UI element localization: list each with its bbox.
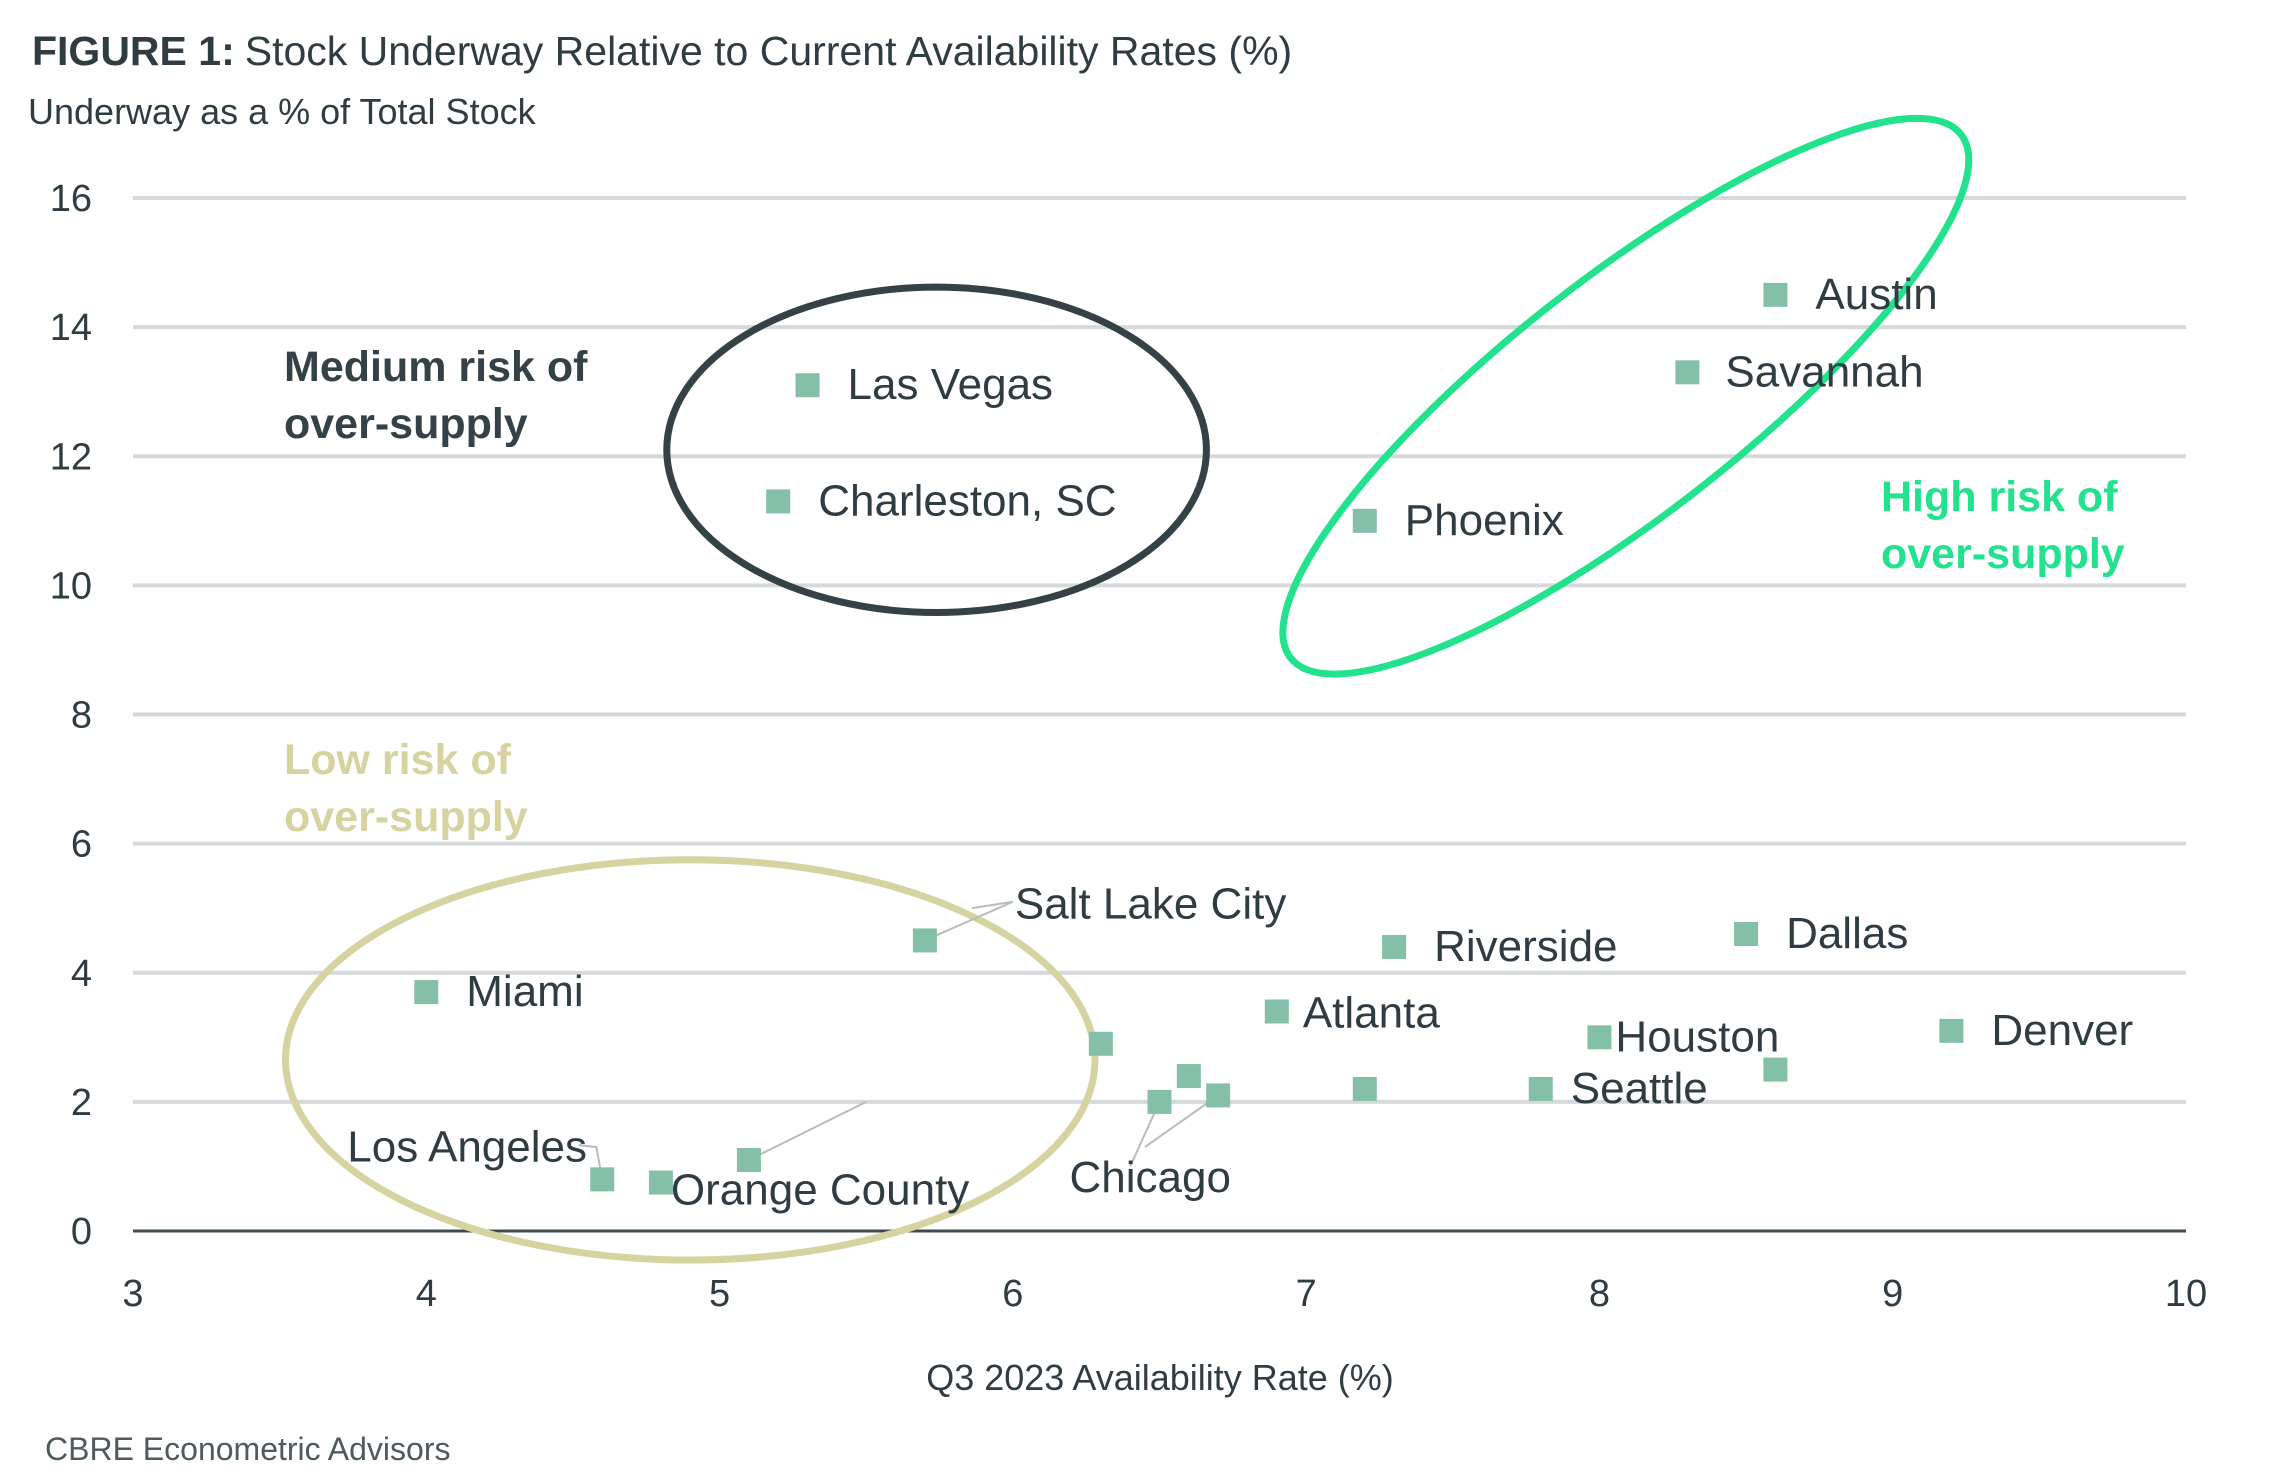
y-tick-label: 14 xyxy=(50,307,92,349)
y-tick-label: 16 xyxy=(50,178,92,220)
point-label-miami: Miami xyxy=(466,967,583,1016)
x-tick-label: 5 xyxy=(709,1273,730,1315)
point-unlabeled xyxy=(1206,1083,1231,1108)
point-los-angeles xyxy=(590,1167,615,1192)
point-dallas xyxy=(1734,922,1759,947)
point-unlabeled xyxy=(1352,1076,1377,1101)
point-label-orange-county: Orange County xyxy=(671,1166,969,1215)
point-label-atlanta: Atlanta xyxy=(1303,988,1441,1037)
gridlines xyxy=(133,196,2186,1233)
point-label-denver: Denver xyxy=(1991,1006,2133,1055)
point-denver xyxy=(1939,1018,1964,1043)
risk-label-line: over-supply xyxy=(284,793,528,841)
risk-label-line: Medium risk of xyxy=(284,343,588,391)
point-label-austin: Austin xyxy=(1815,270,1937,319)
point-austin xyxy=(1763,282,1788,307)
x-tick-label: 10 xyxy=(2165,1273,2207,1315)
leader-lines xyxy=(578,900,1219,1180)
x-tick-label: 4 xyxy=(416,1273,437,1315)
point-unlabeled xyxy=(1176,1064,1201,1089)
x-tick-label: 9 xyxy=(1882,1273,1903,1315)
point-label-las-vegas: Las Vegas xyxy=(848,360,1054,409)
high-risk-ellipse xyxy=(1279,114,1973,678)
point-unlabeled xyxy=(736,1147,761,1172)
y-axis-ticks: 0 2 4 6 8 10 12 14 16 xyxy=(50,178,92,1253)
point-label-charleston-sc: Charleston, SC xyxy=(818,476,1116,525)
x-tick-label: 7 xyxy=(1296,1273,1317,1315)
point-unlabeled xyxy=(1088,1031,1113,1056)
point-label-salt-lake-city: Salt Lake City xyxy=(1015,879,1286,928)
y-tick-label: 0 xyxy=(71,1211,92,1253)
x-tick-label: 8 xyxy=(1589,1273,1610,1315)
figure-title: Stock Underway Relative to Current Avail… xyxy=(245,28,1292,74)
y-tick-label: 10 xyxy=(50,565,92,607)
point-label-riverside: Riverside xyxy=(1434,922,1617,971)
point-las-vegas xyxy=(795,373,820,398)
point-chicago xyxy=(1147,1089,1172,1114)
point-riverside xyxy=(1382,934,1407,959)
source-note: CBRE Econometric Advisors xyxy=(45,1431,450,1467)
y-tick-label: 12 xyxy=(50,436,92,478)
leader-line xyxy=(1144,1094,1219,1148)
y-tick-label: 2 xyxy=(71,1082,92,1124)
leader-line xyxy=(748,1100,867,1161)
medium-risk-label: Medium risk of over-supply xyxy=(284,343,588,448)
point-label-seattle: Seattle xyxy=(1571,1064,1708,1113)
point-atlanta xyxy=(1264,999,1289,1024)
x-tick-label: 6 xyxy=(1002,1273,1023,1315)
point-label-phoenix: Phoenix xyxy=(1405,496,1564,545)
point-label-los-angeles: Los Angeles xyxy=(347,1122,587,1171)
medium-risk-ellipse xyxy=(663,283,1210,616)
figure-label: FIGURE 1: xyxy=(32,28,235,74)
risk-label-line: High risk of xyxy=(1881,473,2118,521)
point-label-chicago: Chicago xyxy=(1070,1153,1231,1202)
low-risk-ellipse xyxy=(282,856,1099,1264)
point-labels: Austin Savannah Las Vegas Charleston, SC Pho… xyxy=(347,270,2133,1215)
low-risk-label: Low risk of over-supply xyxy=(284,736,528,841)
risk-ellipses xyxy=(282,114,1973,1264)
risk-annotations: Medium risk of over-supply High risk of ove… xyxy=(284,343,2125,841)
point-seattle xyxy=(1528,1076,1553,1101)
point-label-savannah: Savannah xyxy=(1725,347,1923,396)
y-tick-label: 8 xyxy=(71,695,92,737)
point-charleston-sc xyxy=(766,489,791,514)
leader-line xyxy=(924,900,1014,942)
point-salt-lake-city xyxy=(912,928,937,953)
chart-subtitle: Underway as a % of Total Stock xyxy=(28,91,537,132)
risk-label-line: over-supply xyxy=(284,400,528,448)
point-label-dallas: Dallas xyxy=(1786,909,1908,958)
x-axis-ticks: 3 4 5 6 7 8 9 10 xyxy=(122,1273,2207,1315)
risk-label-line: Low risk of xyxy=(284,736,512,784)
x-axis-label: Q3 2023 Availability Rate (%) xyxy=(926,1357,1394,1398)
high-risk-label: High risk of over-supply xyxy=(1881,473,2125,578)
risk-label-line: over-supply xyxy=(1881,530,2125,578)
point-phoenix xyxy=(1352,508,1377,533)
point-houston xyxy=(1587,1025,1612,1050)
chart-title: FIGURE 1: Stock Underway Relative to Curr… xyxy=(32,28,1292,74)
x-tick-label: 3 xyxy=(122,1273,143,1315)
point-orange-county xyxy=(648,1170,673,1195)
point-unlabeled xyxy=(1763,1057,1788,1082)
point-savannah xyxy=(1675,360,1700,385)
point-label-houston: Houston xyxy=(1615,1012,1779,1061)
y-tick-label: 4 xyxy=(71,953,92,995)
point-miami xyxy=(414,980,439,1005)
y-tick-label: 6 xyxy=(71,824,92,866)
data-points xyxy=(414,282,1964,1195)
